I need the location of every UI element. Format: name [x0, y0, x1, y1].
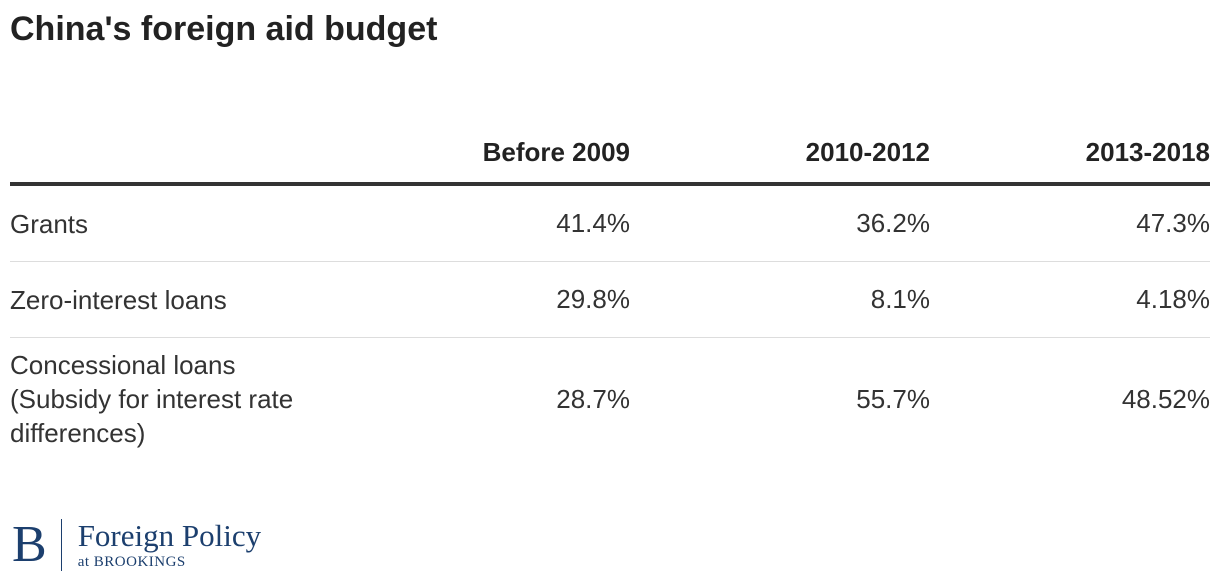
cell-grants-before-2009: 41.4%: [330, 184, 630, 262]
cell-concessional-2010-2012: 55.7%: [856, 383, 930, 414]
row-label-zero-interest-loans: Zero-interest loans: [10, 261, 330, 338]
column-header-2013-2018: 2013-2018: [930, 120, 1210, 186]
cell-concessional-2013-2018: 48.52%: [1121, 383, 1210, 414]
table-row-grants: Grants 41.4% 36.2% 47.3%: [10, 184, 1210, 262]
cell-grants-2013-2018: 47.3%: [930, 184, 1210, 262]
logo-name: Foreign Policy: [77, 518, 262, 553]
cell-concessional-before-2009: 28.7%: [556, 383, 630, 414]
cell-zero-interest-before-2009: 29.8%: [330, 261, 630, 338]
cell-zero-interest-2010-2012: 8.1%: [630, 261, 930, 338]
column-header-category: [10, 120, 330, 186]
cell-grants-2010-2012: 36.2%: [630, 184, 930, 262]
column-header-before-2009: Before 2009: [330, 120, 630, 186]
logo-divider: [60, 519, 62, 571]
foreign-policy-brookings-logo: B Foreign Policy at BROOKINGS: [12, 516, 261, 574]
table-header-row: Before 2009 2010-2012 2013-2018: [10, 120, 1210, 186]
logo-text: Foreign Policy at BROOKINGS: [78, 519, 261, 571]
cell-zero-interest-2013-2018: 4.18%: [930, 261, 1210, 338]
row-label-grants: Grants: [10, 184, 330, 262]
chart-title: China's foreign aid budget: [10, 10, 438, 48]
table-row-zero-interest-loans: Zero-interest loans 29.8% 8.1% 4.18%: [10, 261, 1210, 338]
table-row-concessional-loans: Concessional loans (Subsidy for interest…: [10, 338, 1210, 461]
aid-budget-table: Before 2009 2010-2012 2013-2018 Grants 4…: [10, 120, 1210, 460]
column-header-2010-2012: 2010-2012: [630, 120, 930, 186]
logo-subtitle: at BROOKINGS: [77, 554, 186, 570]
brookings-b-mark: B: [12, 516, 47, 573]
row-label-concessional-loans: Concessional loans (Subsidy for interest…: [10, 350, 294, 448]
